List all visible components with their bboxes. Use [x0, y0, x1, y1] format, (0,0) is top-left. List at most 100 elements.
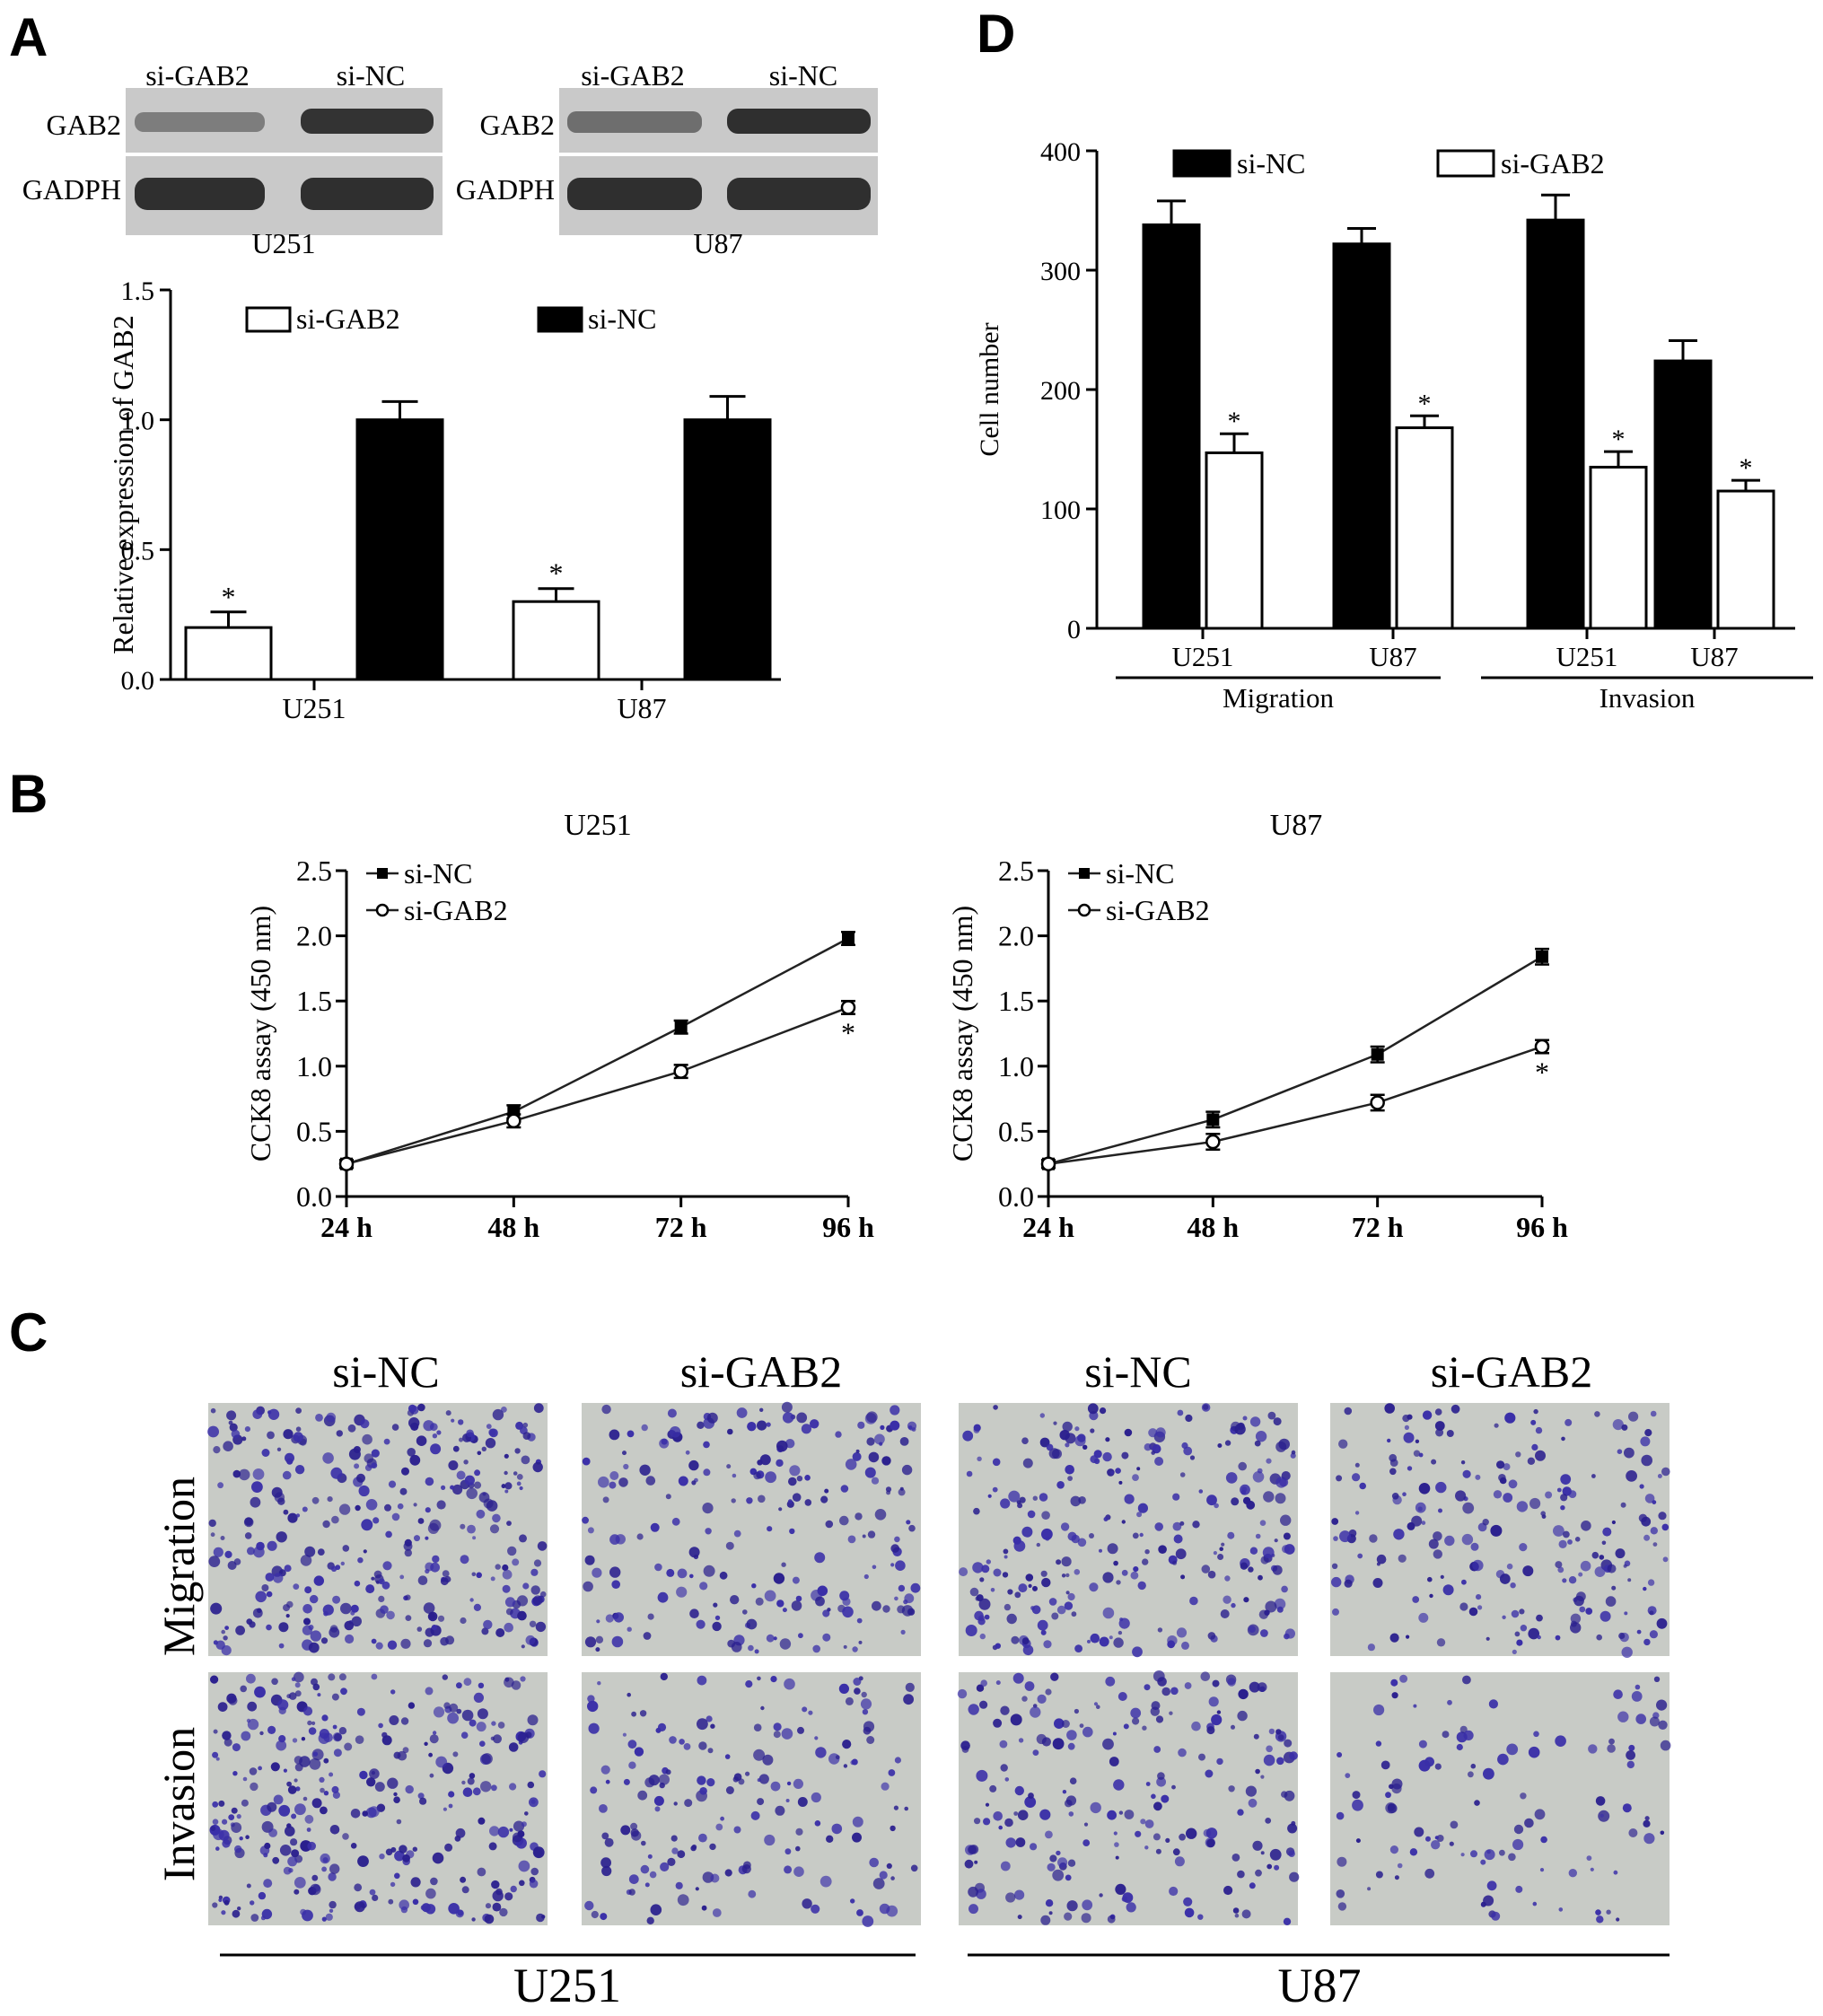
stained-cell: [1414, 1827, 1424, 1837]
stained-cell: [890, 1405, 900, 1416]
stained-cell: [1476, 1594, 1482, 1600]
stained-cell: [325, 1913, 333, 1921]
stained-cell: [885, 1486, 892, 1493]
stained-cell: [288, 1868, 294, 1873]
stained-cell: [1260, 1775, 1265, 1779]
stained-cell: [733, 1530, 741, 1538]
stained-cell: [1223, 1595, 1231, 1604]
stained-cell: [1291, 1450, 1296, 1455]
stained-cell: [1090, 1428, 1095, 1433]
stained-cell: [527, 1781, 535, 1789]
stained-cell: [287, 1512, 298, 1523]
stained-cell: [890, 1825, 896, 1832]
stained-cell: [796, 1476, 803, 1482]
x-tick-label: 48 h: [1187, 1211, 1239, 1243]
stained-cell: [599, 1804, 608, 1813]
stained-cell: [381, 1735, 392, 1746]
stained-cell: [1398, 1554, 1407, 1563]
stained-cell: [1389, 1633, 1399, 1643]
stained-cell: [1053, 1421, 1057, 1425]
stained-cell: [1403, 1432, 1415, 1443]
stained-cell: [1616, 1917, 1620, 1922]
stained-cell: [1155, 1848, 1161, 1854]
stained-cell: [430, 1877, 438, 1886]
stained-cell: [1037, 1619, 1048, 1631]
stained-cell: [910, 1582, 921, 1593]
stained-cell: [1533, 1731, 1539, 1738]
stained-cell: [1275, 1441, 1287, 1452]
stained-cell: [1240, 1562, 1249, 1570]
stained-cell: [363, 1549, 367, 1554]
stained-cell: [1402, 1415, 1410, 1423]
stained-cell: [520, 1676, 526, 1682]
stained-cell: [1519, 1543, 1528, 1552]
stained-cell: [1260, 1629, 1268, 1637]
stained-cell: [429, 1519, 442, 1531]
stained-cell: [1289, 1751, 1298, 1760]
stained-cell: [1246, 1500, 1256, 1510]
stained-cell: [1535, 1450, 1546, 1461]
stained-cell: [811, 1904, 820, 1914]
stained-cell: [1355, 1838, 1361, 1844]
stained-cell: [900, 1629, 906, 1635]
stained-cell: [1486, 1880, 1497, 1891]
stained-cell: [473, 1481, 482, 1489]
stained-cell: [247, 1701, 258, 1712]
stained-cell: [532, 1461, 543, 1473]
data-point-si-GAB2: [338, 1156, 355, 1171]
stained-cell: [845, 1696, 854, 1705]
stained-cell: [1591, 1551, 1600, 1559]
stained-cell: [677, 1568, 688, 1579]
stained-cell: [293, 1671, 304, 1683]
chart-title: U87: [1270, 809, 1323, 842]
stained-cell: [654, 1563, 662, 1572]
stained-cell: [782, 1412, 794, 1424]
stained-cell: [338, 1503, 351, 1515]
panel-letter-c: C: [9, 1302, 48, 1363]
stained-cell: [357, 1855, 369, 1868]
stained-cell: [294, 1778, 298, 1783]
stained-cell: [1056, 1605, 1066, 1615]
stained-cell: [407, 1448, 416, 1457]
stained-cell: [609, 1481, 617, 1489]
stained-cell: [778, 1507, 783, 1512]
stained-cell: [1050, 1672, 1059, 1681]
stained-cell: [425, 1507, 431, 1513]
stained-cell: [781, 1401, 793, 1413]
stained-cell: [295, 1786, 301, 1792]
stained-cell: [425, 1562, 434, 1572]
stained-cell: [628, 1889, 635, 1896]
stained-cell: [1649, 1716, 1660, 1727]
stained-cell: [1237, 1809, 1244, 1816]
stained-cell: [797, 1726, 804, 1734]
stained-cell: [504, 1597, 516, 1608]
stained-cell: [441, 1485, 446, 1490]
stained-cell: [476, 1509, 486, 1519]
stained-cell: [463, 1678, 472, 1687]
stained-cell: [1126, 1902, 1136, 1913]
stained-cell: [1155, 1427, 1166, 1438]
stained-cell: [505, 1608, 513, 1616]
stained-cell: [759, 1407, 764, 1413]
stained-cell: [1510, 1582, 1516, 1589]
stained-cell: [488, 1842, 497, 1851]
stained-cell: [1393, 1529, 1405, 1540]
stained-cell: [522, 1432, 531, 1440]
stained-cell: [899, 1486, 904, 1491]
stained-cell: [1433, 1531, 1442, 1541]
stained-cell: [311, 1721, 316, 1725]
stained-cell: [285, 1614, 290, 1618]
chart-title: U251: [564, 809, 632, 842]
stained-cell: [1617, 1711, 1629, 1722]
stained-cell: [874, 1509, 887, 1521]
stained-cell: [1140, 1819, 1146, 1825]
stained-cell: [1096, 1705, 1100, 1709]
stained-cell: [1475, 1474, 1481, 1480]
stained-cell: [365, 1584, 375, 1594]
stained-cell: [348, 1448, 361, 1460]
stained-cell: [631, 1830, 642, 1841]
stained-cell: [1376, 1554, 1387, 1565]
stained-cell: [1065, 1795, 1077, 1806]
stained-cell: [267, 1540, 277, 1551]
stained-cell: [815, 1747, 827, 1758]
